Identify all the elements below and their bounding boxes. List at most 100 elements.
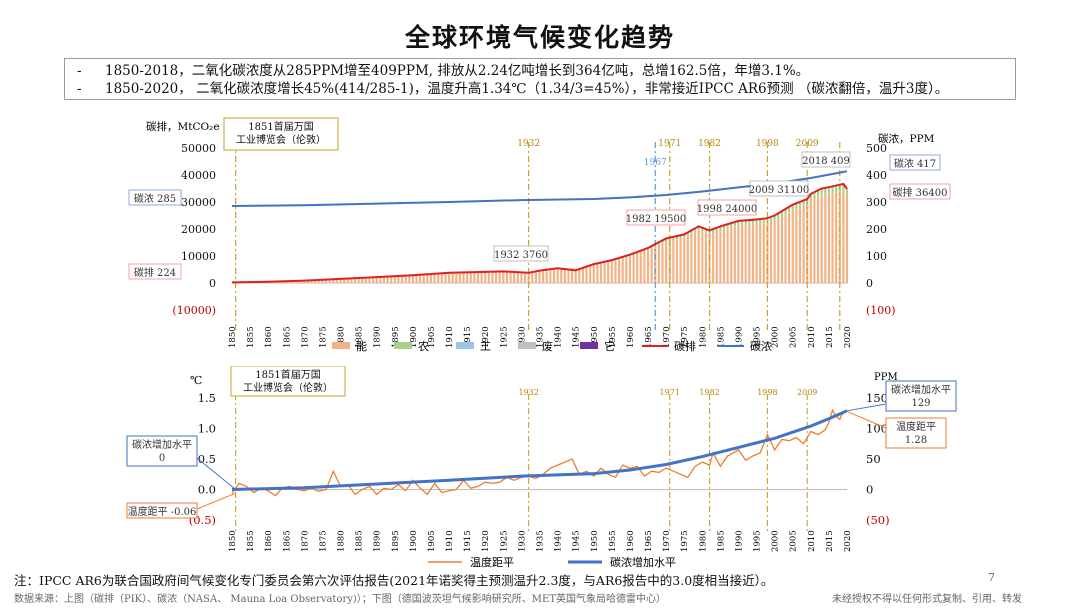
leader-line <box>196 492 236 510</box>
agriculture-bar <box>788 206 791 213</box>
agriculture-bar <box>762 218 765 224</box>
agriculture-bar <box>784 209 787 215</box>
legend-label: 碳浓增加水平 <box>610 555 676 568</box>
emission-bar <box>505 272 509 283</box>
emission-bar <box>693 232 697 283</box>
emission-bar <box>350 278 353 283</box>
emission-bar <box>748 224 751 283</box>
temperature-line <box>231 408 847 497</box>
left-axis-label: 碳排，MtCO₂e <box>146 120 220 133</box>
x-tick-label: 2015 <box>825 326 835 348</box>
y-left-tick-label: 1.5 <box>198 391 216 405</box>
emission-bar <box>697 230 700 283</box>
x-tick-label: 1935 <box>536 326 546 348</box>
emission-bar <box>570 270 574 283</box>
agriculture-bar <box>813 192 816 199</box>
summary-text-1: 1850-2018，二氧化碳浓度从285PPM增至409PPM, 排放从2.24… <box>105 63 810 79</box>
emission-bar <box>802 206 805 283</box>
emission-bar <box>303 280 306 283</box>
emission-bar <box>766 222 769 283</box>
concentration-line <box>231 170 848 207</box>
x-tick-label: 1940 <box>554 326 564 348</box>
agriculture-bar <box>820 188 823 196</box>
y-right-tick-label: 0 <box>866 483 873 497</box>
emission-bar <box>523 273 527 283</box>
agriculture-bar <box>816 190 820 197</box>
agriculture-bar <box>679 235 682 239</box>
x-tick-label: 1850 <box>228 530 238 552</box>
agriculture-bar <box>759 219 762 224</box>
data-source: 数据来源：上图（碳排（PIK）、碳浓（NASA、 Mauna Loa Obser… <box>14 594 667 605</box>
x-tick-label: 2020 <box>843 530 853 552</box>
agriculture-bar <box>665 238 668 242</box>
emission-bar <box>777 218 780 283</box>
x-tick-label: 1960 <box>626 326 636 348</box>
agriculture-bar <box>672 236 675 241</box>
emission-bar <box>690 234 693 283</box>
emission-bar <box>393 276 396 283</box>
x-tick-label: 1970 <box>662 326 672 348</box>
emission-bar <box>328 279 331 283</box>
emission-bar <box>589 266 592 283</box>
x-tick-label: 1935 <box>536 530 546 552</box>
footnote: 注：IPCC AR6为联合国政府间气候变化专门委员会第六次评估报告(2021年诺… <box>14 573 774 588</box>
bullet-dash: - <box>77 63 82 79</box>
emission-bar <box>845 195 849 283</box>
expo-annotation: 工业博览会（伦敦） <box>243 381 333 394</box>
temp-end-annotation: 1.28 <box>905 435 927 446</box>
emission-bar <box>390 276 393 283</box>
emission-bar <box>324 279 328 283</box>
conc-start-annotation: 碳浓增加水平 <box>132 438 192 451</box>
emission-bar <box>824 194 827 283</box>
emission-bar <box>372 277 375 283</box>
agriculture-bar <box>755 219 758 224</box>
emission-bar <box>751 224 755 283</box>
conc-end-annotation: 129 <box>911 398 930 409</box>
emission-bar <box>661 243 664 283</box>
x-tick-label: 1900 <box>409 530 419 552</box>
emission-bar <box>755 223 758 283</box>
x-tick-label: 1970 <box>662 530 672 552</box>
emission-bar <box>415 275 418 283</box>
x-tick-label: 2005 <box>789 530 799 552</box>
legend-swatch <box>394 342 412 349</box>
emission-bar <box>332 279 335 283</box>
y-left-tick-label: 50000 <box>181 142 216 155</box>
summary-line-1: - 1850-2018，二氧化碳浓度从285PPM增至409PPM, 排放从2.… <box>77 62 1005 80</box>
emission-bar <box>784 214 787 283</box>
agriculture-bar <box>646 247 650 251</box>
expo-annotation-box <box>230 366 346 397</box>
agriculture-bar <box>795 203 798 209</box>
x-tick-label: 1955 <box>608 326 618 348</box>
leader-line <box>196 457 236 490</box>
emission-bar <box>400 276 404 283</box>
x-tick-label: 1930 <box>517 530 527 552</box>
emis-start-annotation: 碳排 224 <box>134 266 176 279</box>
x-tick-label: 1910 <box>445 326 455 348</box>
conc-start-annotation-box <box>128 189 182 206</box>
emission-bar <box>650 248 653 283</box>
emission-bar <box>469 273 472 283</box>
emission-bar <box>306 280 310 283</box>
event-line-label: 1998 <box>756 139 779 149</box>
x-tick-label: 1850 <box>228 326 238 348</box>
legend-swatch <box>580 342 598 349</box>
emission-bar <box>759 223 762 283</box>
x-tick-label: 1995 <box>753 530 763 552</box>
x-tick-label: 1985 <box>716 530 726 552</box>
emission-bar <box>458 273 461 283</box>
x-tick-label: 2020 <box>843 326 853 348</box>
emission-bar <box>375 277 378 283</box>
y-left-tick-label: 40000 <box>181 169 216 182</box>
leader-line <box>846 410 887 429</box>
x-tick-label: 1900 <box>409 326 419 348</box>
agriculture-bar <box>668 237 671 241</box>
x-tick-label: 1925 <box>499 326 509 348</box>
emission-bar <box>621 258 624 283</box>
agriculture-bar <box>748 220 751 225</box>
emission-bar <box>509 272 512 283</box>
emission-bar <box>646 250 650 283</box>
agriculture-bar <box>712 229 715 233</box>
emission-bar <box>780 216 783 283</box>
emission-bar <box>726 228 729 283</box>
